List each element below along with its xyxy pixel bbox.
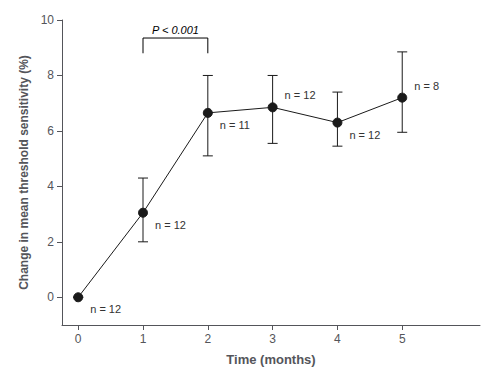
svg-text:5: 5 [399,332,406,346]
svg-text:n = 12: n = 12 [90,303,121,315]
svg-text:n = 11: n = 11 [220,119,250,131]
svg-text:0: 0 [47,290,54,304]
svg-text:P < 0.001: P < 0.001 [152,24,199,36]
svg-text:0: 0 [75,332,82,346]
svg-text:Time (months): Time (months) [226,352,315,367]
svg-text:4: 4 [334,332,341,346]
svg-text:2: 2 [47,235,54,249]
svg-text:3: 3 [269,332,276,346]
svg-text:2: 2 [204,332,211,346]
svg-text:Change in mean threshold sensi: Change in mean threshold sensitivity (%) [17,55,31,290]
svg-text:n = 12: n = 12 [285,89,316,101]
svg-text:6: 6 [47,124,54,138]
svg-text:n = 8: n = 8 [414,80,439,92]
svg-text:10: 10 [41,13,55,27]
svg-text:4: 4 [47,179,54,193]
svg-text:n = 12: n = 12 [155,219,186,231]
svg-text:n = 12: n = 12 [349,129,380,141]
svg-text:8: 8 [47,68,54,82]
svg-text:1: 1 [140,332,147,346]
